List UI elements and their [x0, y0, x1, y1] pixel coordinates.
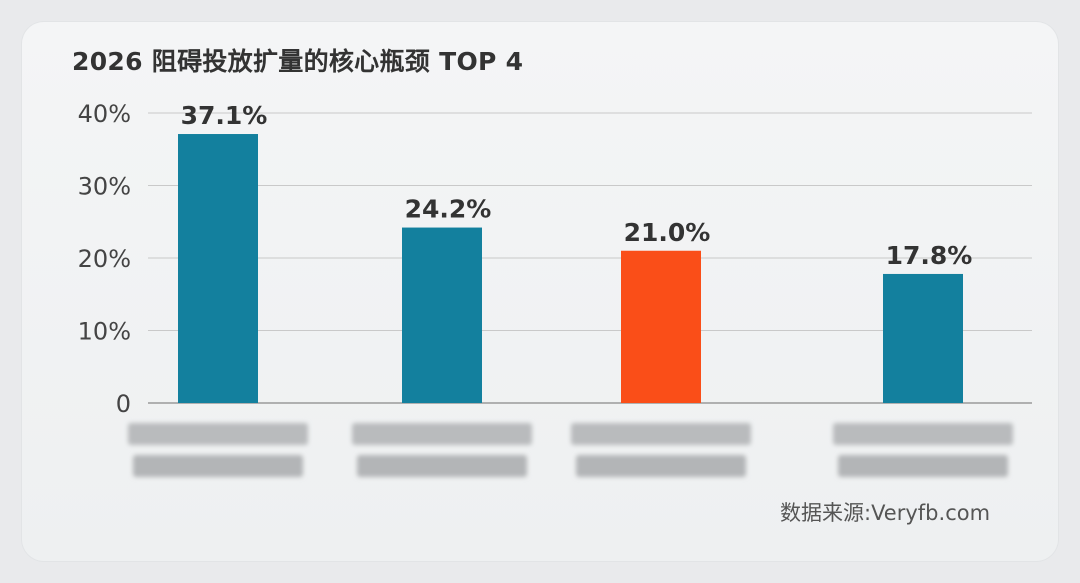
bar [402, 227, 482, 403]
bar [178, 134, 258, 403]
data-source: 数据来源:Veryfb.com [780, 501, 991, 525]
y-tick-label: 30% [78, 173, 131, 201]
y-tick-label: 20% [78, 245, 131, 273]
category-label-obscured [833, 423, 1013, 477]
category-label-obscured [571, 423, 751, 477]
y-tick-label: 0 [116, 390, 131, 418]
data-label: 21.0% [624, 218, 711, 247]
data-label: 24.2% [405, 195, 492, 224]
bar [883, 273, 963, 403]
y-tick-label: 40% [78, 100, 131, 128]
data-label: 37.1% [181, 101, 268, 130]
chart-title: 2026 阻碍投放扩量的核心瓶颈 TOP 4 [72, 47, 524, 76]
category-label-obscured [352, 423, 532, 477]
category-label-obscured [128, 423, 308, 477]
y-tick-label: 10% [78, 318, 131, 346]
data-label: 17.8% [886, 241, 973, 270]
bar [621, 250, 701, 403]
